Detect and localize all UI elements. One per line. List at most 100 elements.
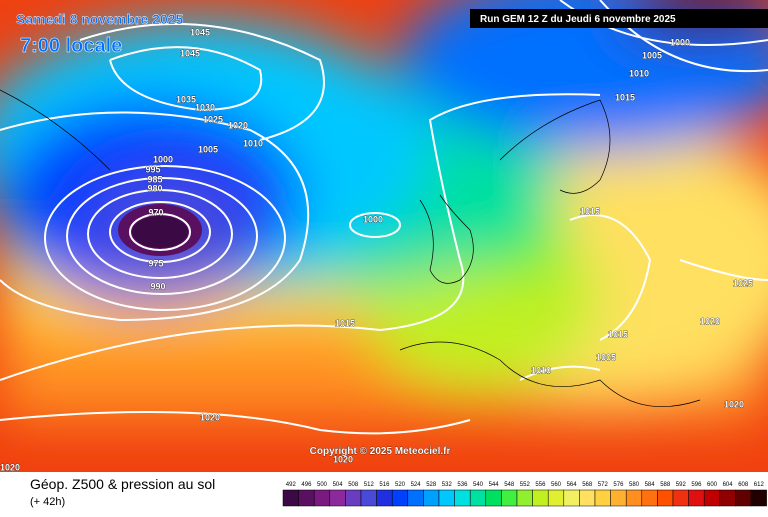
isobar-label: 1035 — [176, 94, 196, 104]
colorbar-label: 528 — [426, 482, 437, 488]
isobar-label: 1000 — [670, 37, 690, 47]
colorbar: 492 496 500 504 508 512 516 520 524 528 532 536 540 5… — [282, 482, 767, 507]
coastlines — [0, 89, 701, 407]
footer-title: Géop. Z500 & pression au sol — [30, 476, 215, 492]
colorbar-label: 592 — [676, 482, 687, 488]
isobar-label: 1025 — [203, 114, 223, 124]
colorbar-swatch — [423, 489, 440, 507]
footer-lead: (+ 42h) — [30, 496, 65, 508]
isobar-label: 990 — [150, 281, 165, 291]
colorbar-label: 552 — [520, 482, 531, 488]
run: Run GEM 12 Z du Jeudi 6 novembre 2025 — [480, 14, 676, 25]
colorbar-swatch — [391, 489, 409, 507]
colorbar-label: 516 — [379, 482, 390, 488]
colorbar-swatch — [485, 489, 502, 507]
colorbar-swatch — [594, 489, 611, 507]
colorbar-swatch — [672, 489, 689, 507]
isobar-label: 1000 — [153, 154, 173, 164]
colorbar-swatch — [532, 489, 549, 507]
isobar-label: 1010 — [243, 138, 263, 148]
colorbar-swatch — [735, 489, 752, 507]
colorbar-label: 596 — [691, 482, 702, 488]
colorbar-label: 508 — [348, 482, 359, 488]
colorbar-label: 496 — [301, 482, 312, 488]
colorbar-label: 540 — [473, 482, 484, 488]
colorbar-swatch — [750, 489, 767, 507]
colorbar-label: 556 — [535, 482, 546, 488]
colorbar-swatch — [454, 489, 471, 507]
colorbar-label: 560 — [551, 482, 562, 488]
isobar-label: 1020 — [0, 462, 20, 472]
colorbar-label: 524 — [411, 482, 422, 488]
isobar-label: 1020 — [700, 316, 720, 326]
isobar-label: 1005 — [198, 144, 218, 154]
isobar-label: 1010 — [531, 365, 551, 375]
colorbar-label: 520 — [395, 482, 406, 488]
isobar-lines — [0, 0, 768, 435]
isobar-label: 1020 — [200, 412, 220, 422]
colorbar-label: 612 — [754, 482, 765, 488]
colorbar-label: 600 — [707, 482, 718, 488]
isobar-label: 1045 — [190, 27, 210, 37]
isobar-label: 1005 — [596, 352, 616, 362]
isobar-label: 1010 — [629, 68, 649, 78]
colorbar-label: 564 — [567, 482, 578, 488]
colorbar-label: 492 — [286, 482, 297, 488]
field — [0, 0, 768, 472]
colorbar-swatch — [298, 489, 315, 507]
isobar-label: 1015 — [615, 92, 635, 102]
colorbar-label: 572 — [598, 482, 609, 488]
time: 7:00 locale — [20, 35, 122, 57]
isobar-label: 1020 — [724, 399, 744, 409]
colorbar-label: 568 — [582, 482, 593, 488]
isobar-label: 1020 — [228, 120, 248, 130]
colorbar-swatch — [625, 489, 643, 507]
isobar-label: 970 — [148, 207, 163, 217]
colorbar-label: 608 — [738, 482, 749, 488]
colorbar-swatch — [579, 489, 596, 507]
colorbar-swatch — [516, 489, 533, 507]
colorbar-swatch — [501, 489, 518, 507]
isobar-label: 1020 — [333, 454, 353, 464]
isobar-label: 980 — [147, 183, 162, 193]
colorbar-label: 512 — [364, 482, 375, 488]
colorbar-swatch — [376, 489, 393, 507]
isobar-label: 985 — [147, 174, 162, 184]
colorbar-swatch — [345, 489, 362, 507]
isobar-label: 1015 — [608, 329, 628, 339]
isobar-label: 1030 — [195, 102, 215, 112]
colorbar-swatch — [641, 489, 658, 507]
isobar-label: 995 — [145, 164, 160, 174]
colorbar-label: 536 — [457, 482, 468, 488]
colorbar-label: 580 — [629, 482, 640, 488]
colorbar-swatch — [547, 489, 565, 507]
isobar-label: 1025 — [733, 278, 753, 288]
colorbar-label: 576 — [613, 482, 624, 488]
colorbar-label: 584 — [645, 482, 656, 488]
colorbar-swatch — [703, 489, 721, 507]
colorbar-swatch — [407, 489, 424, 507]
isobar-label: 1015 — [580, 206, 600, 216]
isobar-label: 1000 — [363, 214, 383, 224]
colorbar-swatch — [360, 489, 377, 507]
isobar-label: 1045 — [180, 48, 200, 58]
colorbar-swatch — [329, 489, 346, 507]
colorbar-label: 544 — [489, 482, 500, 488]
colorbar-swatch — [688, 489, 705, 507]
colorbar-label: 504 — [333, 482, 344, 488]
colorbar-label: 532 — [442, 482, 453, 488]
run-box — [470, 9, 768, 28]
isobar-label: 975 — [148, 258, 163, 268]
isobar-label: 1015 — [335, 318, 355, 328]
colorbar-swatch — [563, 489, 580, 507]
colorbar-swatch — [438, 489, 455, 507]
colorbar-swatch — [657, 489, 674, 507]
colorbar-label: 604 — [723, 482, 734, 488]
colorbar-swatch — [469, 489, 487, 507]
isobar-labels: 1045104510351030102510201010100510009959… — [0, 27, 753, 473]
colorbar-label: 588 — [660, 482, 671, 488]
colorbar-swatch — [719, 489, 736, 507]
colorbar-swatch — [313, 489, 331, 507]
colorbar-swatch — [610, 489, 627, 507]
